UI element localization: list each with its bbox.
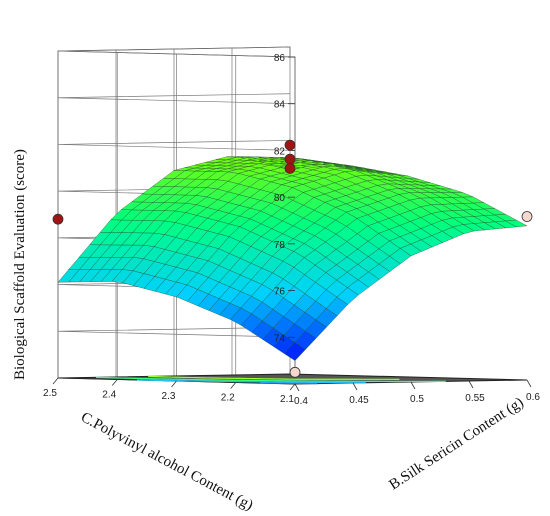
y-tick-mark [289,383,296,391]
surface-cell [504,219,528,228]
x-tick-label: 0.6 [526,392,540,403]
x-tick-label: 0.55 [465,393,485,404]
x-tick-mark [352,382,358,391]
y-tick-label: 2.4 [102,390,116,401]
y-tick-mark [171,380,177,388]
design-point [52,213,64,225]
x-tick-mark [468,380,474,389]
x-tick-label: 0.45 [349,395,369,406]
z-tick-label: 76 [274,287,286,298]
response-surface [57,156,528,361]
design-point [289,366,301,378]
x-tick-mark [410,381,416,390]
design-point [284,139,296,151]
axis-ticks: 74 76 78 80 82 84 86 0.4 0.45 0.5 0.55 0.6 2.1 2.2 2.3… [43,53,540,407]
y-axis-title: C.Polyvinyl alcohol Content (g) [78,409,255,514]
y-tick-label: 2.2 [221,393,235,404]
floor-contour [95,376,446,383]
x-axis-title: B.Silk Sericin Content (g) [386,395,526,494]
y-tick-mark [230,382,237,389]
x-tick-mark [526,379,532,388]
z-axis-title: Biological Scaffold Evaluation (score) [12,149,28,380]
x-tick-mark [294,383,300,392]
z-tick-label: 86 [274,53,286,64]
floor-contour [148,375,400,380]
floor-contour [136,379,366,384]
design-point [284,153,296,165]
z-tick-label: 82 [274,146,286,157]
x-tick-label: 0.5 [410,394,424,405]
design-point [521,211,533,222]
y-tick-label: 2.5 [43,388,57,399]
floor-plane [57,373,528,385]
y-tick-label: 2.3 [162,391,176,402]
x-tick-label: 0.4 [294,396,308,407]
y-tick-mark [52,377,59,385]
y-tick-label: 2.1 [280,394,294,405]
floor-contour [260,382,318,385]
z-tick-label: 74 [274,333,286,344]
y-tick-mark [111,379,118,386]
z-tick-label: 84 [274,100,286,111]
design-point [284,163,296,174]
z-tick-label: 78 [274,240,286,251]
design-points [52,139,533,378]
z-tick-label: 80 [274,193,286,204]
